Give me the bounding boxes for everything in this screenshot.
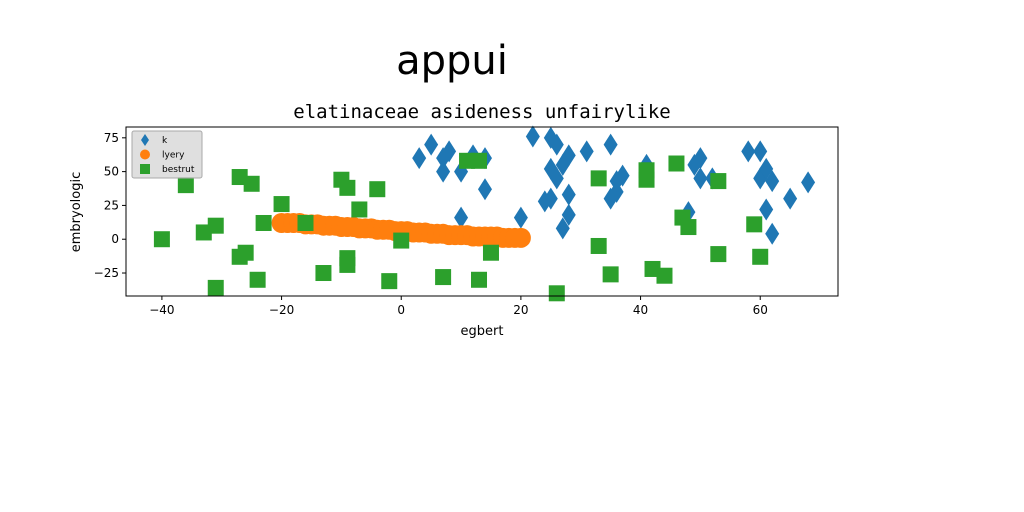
data-point <box>471 272 487 288</box>
x-axis-label: egbert <box>461 324 504 339</box>
data-point <box>393 233 409 249</box>
data-point <box>274 196 290 212</box>
legend-label: lyery <box>162 151 185 161</box>
data-point <box>471 153 487 169</box>
x-tick-label: 40 <box>633 303 648 317</box>
data-point <box>178 177 194 193</box>
x-tick-label: 60 <box>753 303 768 317</box>
legend: k lyery bestrut <box>132 131 202 178</box>
data-point <box>680 219 696 235</box>
data-point <box>710 173 726 189</box>
data-point <box>208 218 224 234</box>
x-tick-label: −40 <box>149 303 174 317</box>
data-point <box>238 245 254 261</box>
data-point <box>746 216 762 232</box>
chart-title: elatinaceae asideness unfairylike <box>293 101 671 123</box>
data-point <box>315 265 331 281</box>
data-point <box>668 156 684 172</box>
data-point <box>549 285 565 301</box>
legend-marker <box>140 164 150 174</box>
y-tick-label: 25 <box>104 198 119 212</box>
data-point <box>244 176 260 192</box>
data-point <box>208 280 224 296</box>
y-axis-label: embryologic <box>69 172 84 252</box>
data-point <box>656 268 672 284</box>
data-point <box>639 172 655 188</box>
legend-label: k <box>162 136 168 146</box>
data-point <box>591 170 607 186</box>
data-point <box>256 215 272 231</box>
legend-label: bestrut <box>162 165 195 175</box>
legend-marker <box>140 150 150 160</box>
data-point <box>381 273 397 289</box>
data-point <box>250 272 266 288</box>
x-tick-label: 0 <box>397 303 405 317</box>
data-point <box>369 181 385 197</box>
data-point <box>435 269 451 285</box>
data-point <box>154 231 170 247</box>
y-tick-label: −25 <box>94 266 119 280</box>
y-tick-label: 75 <box>104 131 119 145</box>
data-point <box>339 180 355 196</box>
data-point <box>351 201 367 217</box>
data-point <box>752 249 768 265</box>
data-point <box>297 215 313 231</box>
chart-suptitle: appui <box>396 38 508 84</box>
y-tick-label: 50 <box>104 165 119 179</box>
data-point <box>710 246 726 262</box>
data-point <box>591 238 607 254</box>
x-tick-label: −20 <box>269 303 294 317</box>
data-point <box>483 245 499 261</box>
data-point <box>603 266 619 282</box>
data-point <box>511 228 531 248</box>
x-tick-label: 20 <box>513 303 528 317</box>
data-point <box>339 257 355 273</box>
y-tick-label: 0 <box>111 232 119 246</box>
